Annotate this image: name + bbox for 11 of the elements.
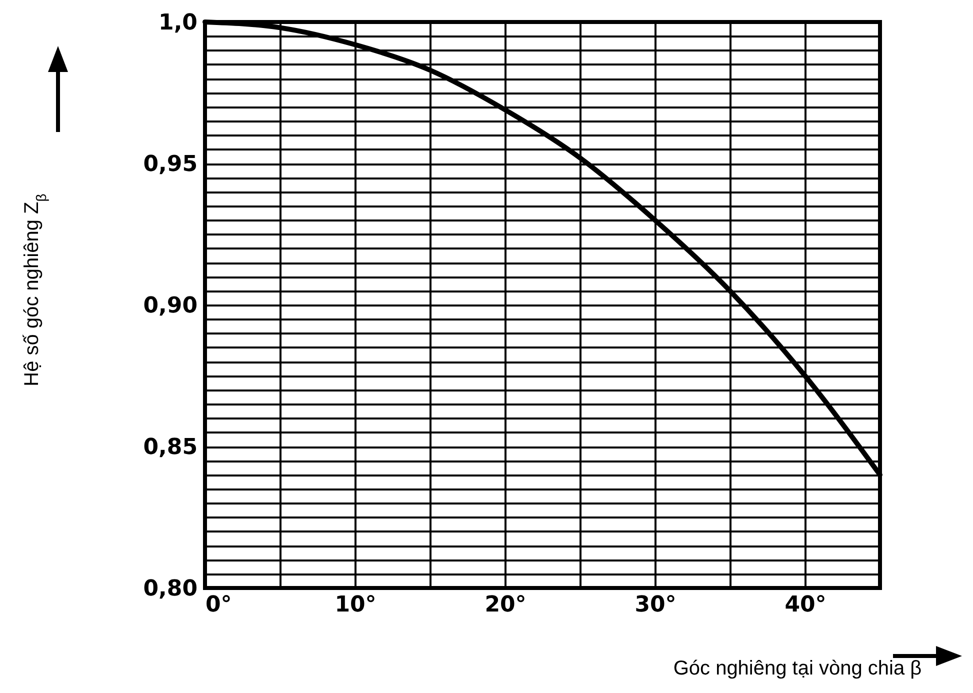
y-tick-label: 0,95 [143,152,198,177]
x-tick-label: 0° [206,592,232,618]
y-tick-label: 0,85 [143,435,198,460]
y-tick-label: 1,0 [158,10,198,36]
x-tick-label: 20° [484,592,526,618]
x-axis-title: Góc nghiêng tại vòng chia β [673,658,922,680]
x-tick-label: 10° [334,592,376,618]
y-tick-label: 0,90 [143,294,198,318]
y-tick-label: 0,80 [143,576,198,602]
x-tick-label: 30° [634,592,676,618]
x-tick-label: 40° [784,592,826,618]
